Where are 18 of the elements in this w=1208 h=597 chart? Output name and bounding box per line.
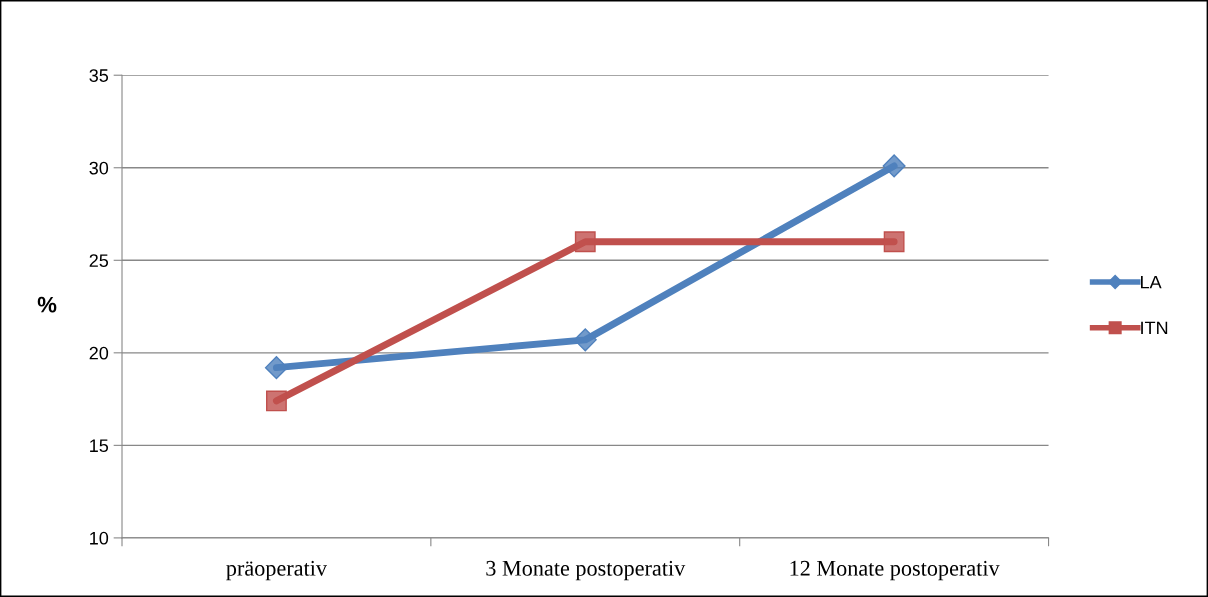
y-tick-label: 20 <box>89 346 109 360</box>
point <box>266 390 287 412</box>
y-tick-label: 15 <box>90 439 109 453</box>
point <box>882 154 906 178</box>
y-tick-label: 30 <box>89 161 109 175</box>
legend-label: ITN <box>1141 321 1168 335</box>
y-axis-title: % <box>37 296 57 313</box>
legend-label: LA <box>1141 275 1162 289</box>
y-tick-label: 35 <box>89 69 109 82</box>
x-tick-label: präoperativ <box>226 560 328 581</box>
y-tick-label: 25 <box>89 254 109 268</box>
point <box>883 231 905 253</box>
point <box>574 231 596 253</box>
x-tick-label: 3 Monate postoperativ <box>486 560 686 581</box>
y-tick-label: 10 <box>90 531 109 545</box>
x-tick-label: 12 Monate postoperativ <box>790 560 1000 581</box>
point <box>573 328 597 352</box>
point <box>264 356 288 380</box>
